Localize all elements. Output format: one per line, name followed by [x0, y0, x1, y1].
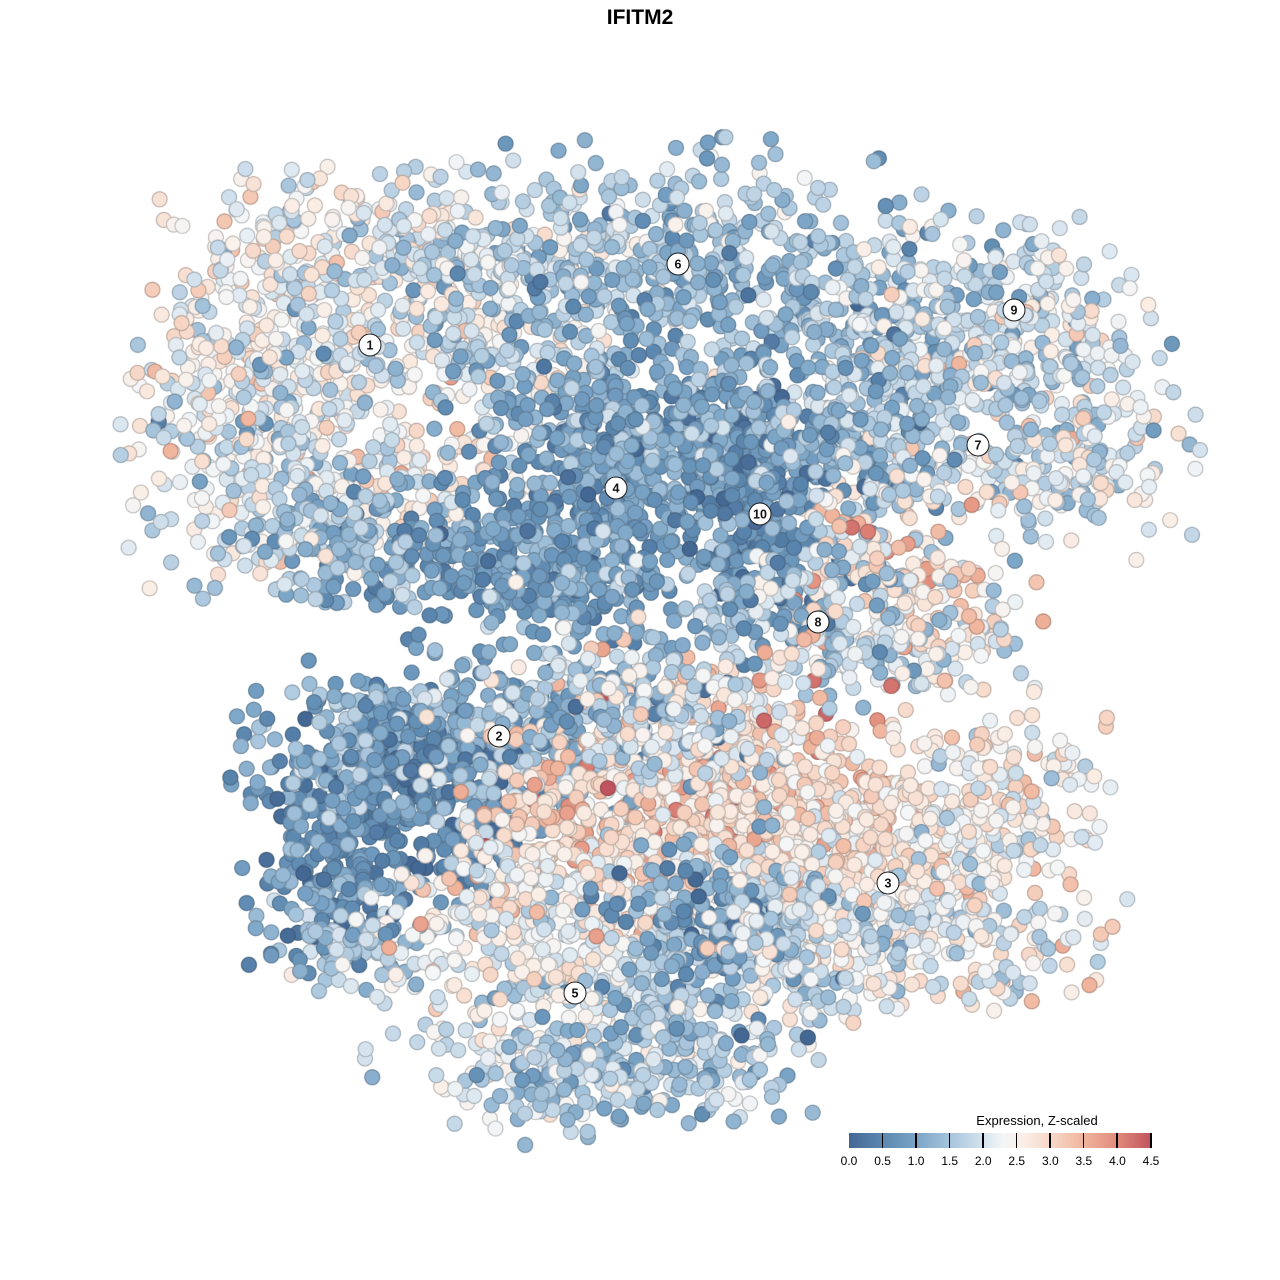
legend-ticklabel-4.5: 4.5: [1142, 1154, 1160, 1168]
legend-tickmark-3.0: [1049, 1133, 1051, 1148]
legend-tickmark-1.0: [915, 1133, 917, 1148]
cluster-label-8: 8: [806, 610, 830, 634]
cluster-label-4: 4: [604, 476, 628, 500]
legend-tickmark-4.0: [1116, 1133, 1118, 1148]
legend-tickmark-2.5: [1015, 1133, 1018, 1148]
legend-ticklabel-0.0: 0.0: [840, 1154, 858, 1168]
cluster-label-6: 6: [666, 252, 690, 276]
cluster-label-3: 3: [876, 871, 900, 895]
legend-ticklabel-2.5: 2.5: [1008, 1154, 1026, 1168]
legend-tickmark-2.0: [982, 1133, 984, 1148]
legend-ticklabel-1.5: 1.5: [941, 1154, 958, 1168]
expression-legend: Expression, Z-scaled 0.0 0.5 1.0 1.5 2.0 2.5 3…: [841, 1113, 1160, 1170]
cluster-label-10: 10: [748, 502, 772, 526]
cluster-label-5: 5: [563, 981, 587, 1005]
legend-ticklabel-3.5: 3.5: [1075, 1154, 1093, 1168]
cluster-label-7: 7: [966, 433, 990, 457]
legend-tickmark-4.5: [1150, 1133, 1152, 1148]
legend-tick-labels: 0.0 0.5 1.0 1.5 2.0 2.5 3.0 3.5 4.0 4.5: [841, 1154, 1160, 1170]
legend-tickmark-0.5: [881, 1133, 884, 1148]
legend-ticklabel-4.0: 4.0: [1109, 1154, 1126, 1168]
cluster-label-1: 1: [358, 333, 382, 357]
legend-title: Expression, Z-scaled: [976, 1113, 1098, 1128]
legend-colorbar: [849, 1133, 1152, 1148]
legend-ticklabel-3.0: 3.0: [1041, 1154, 1059, 1168]
legend-tickmark-1.5: [948, 1133, 951, 1148]
cluster-label-9: 9: [1002, 298, 1026, 322]
legend-ticklabel-1.0: 1.0: [907, 1154, 925, 1168]
legend-tickmark-3.5: [1082, 1133, 1085, 1148]
legend-ticklabel-2.0: 2.0: [974, 1154, 992, 1168]
cluster-label-2: 2: [487, 724, 511, 748]
legend-ticklabel-0.5: 0.5: [874, 1154, 891, 1168]
